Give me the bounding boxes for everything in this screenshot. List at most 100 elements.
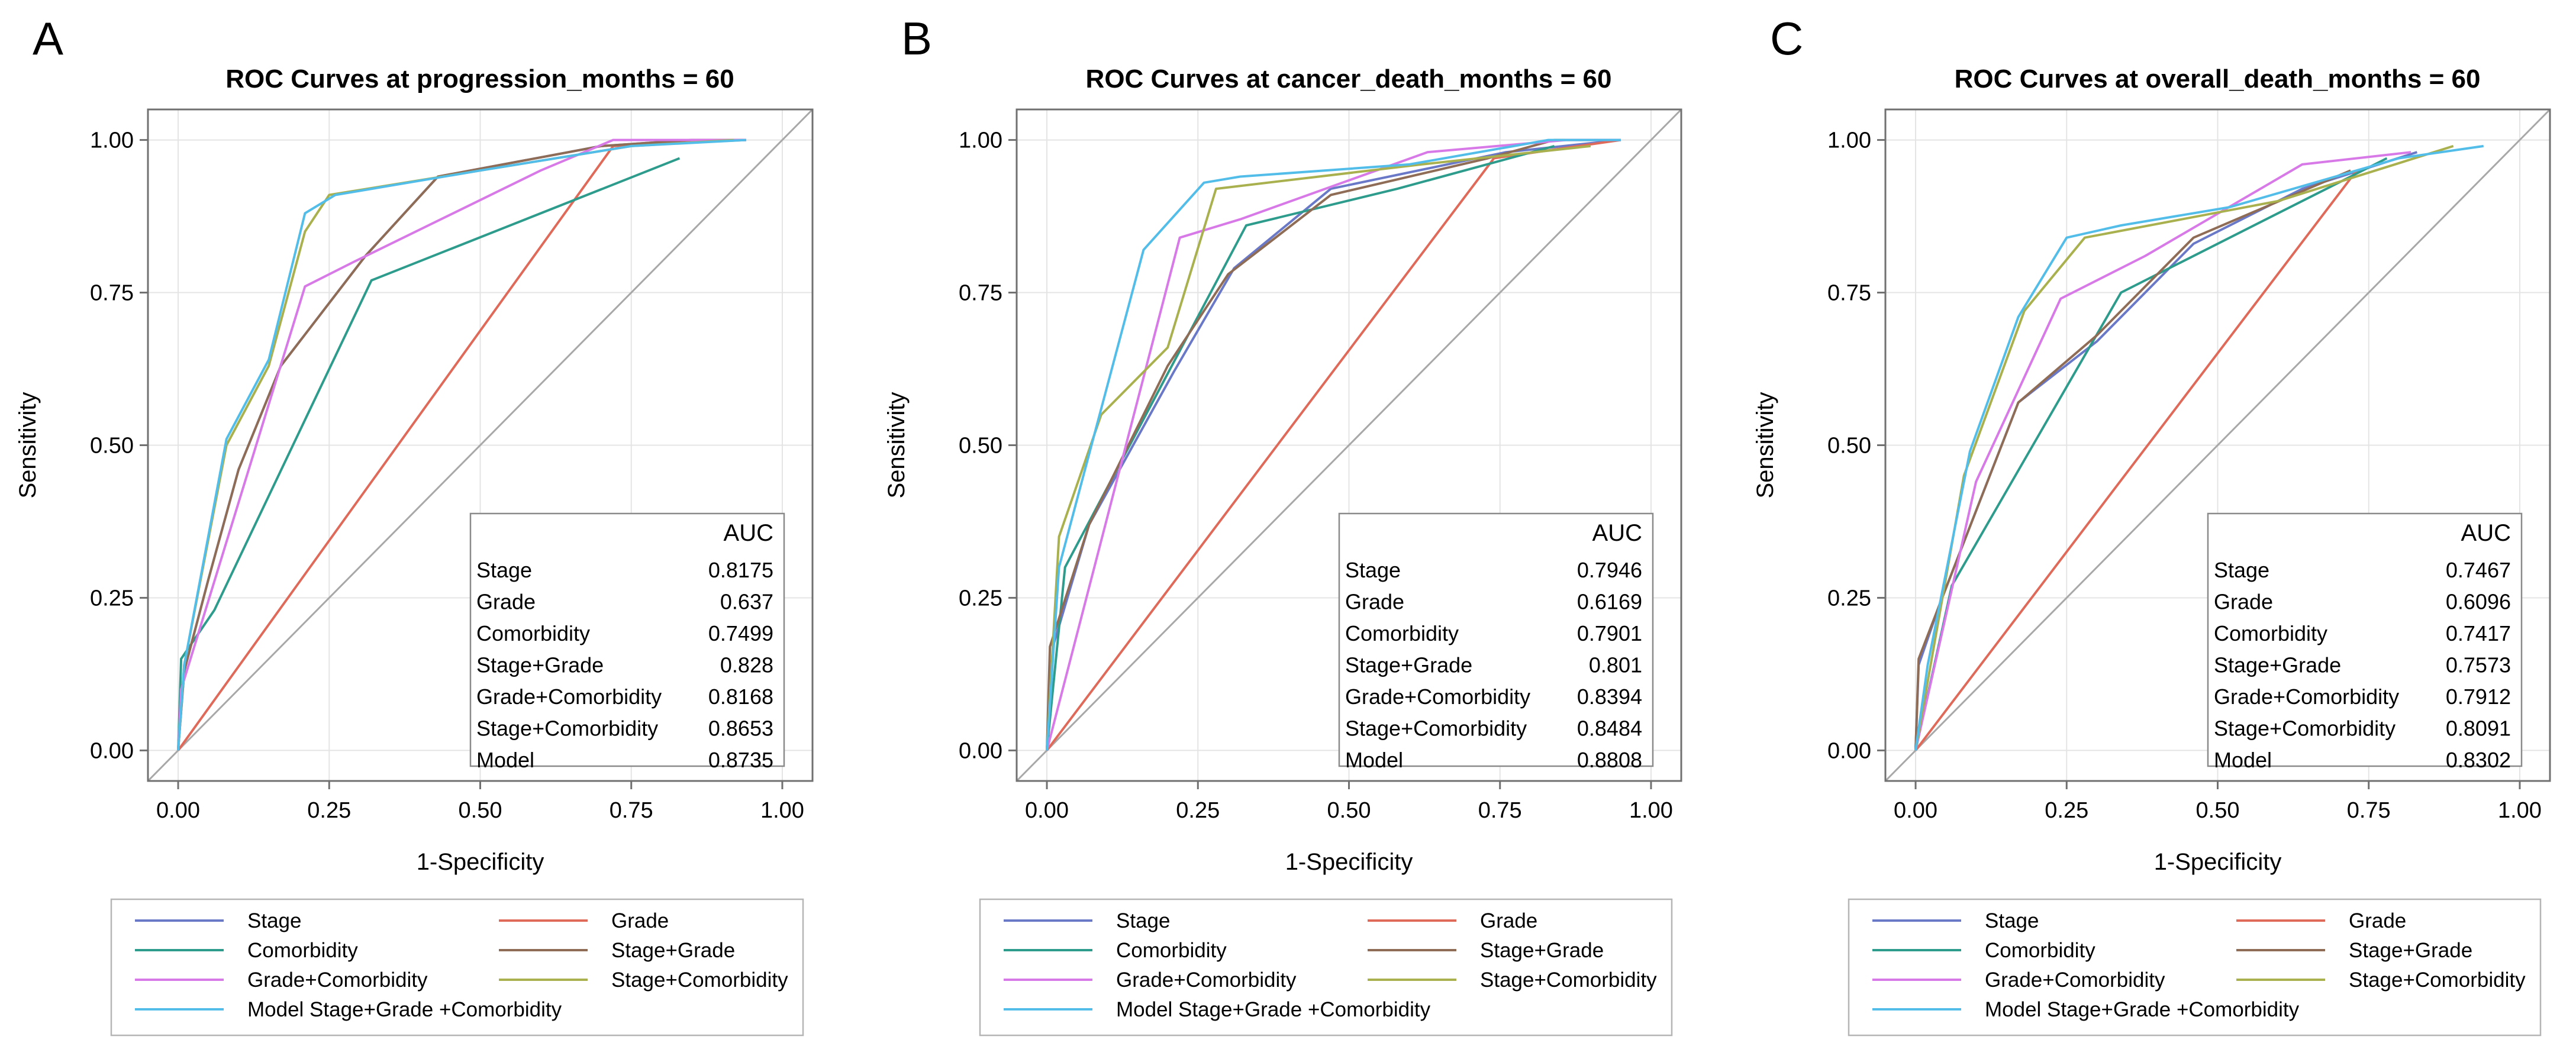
auc-row-value: 0.7573	[2446, 653, 2511, 677]
y-tick-label: 0.75	[1827, 281, 1871, 306]
y-tick-label: 1.00	[959, 128, 1002, 153]
legend-label: Grade	[2349, 909, 2406, 932]
auc-row-value: 0.6096	[2446, 590, 2511, 614]
legend-item: Stage+Grade	[2236, 939, 2472, 962]
y-tick-label: 0.50	[1827, 434, 1871, 459]
auc-row-value: 0.6169	[1577, 590, 1642, 614]
legend-label: Comorbidity	[1985, 939, 2095, 962]
y-tick-label: 0.50	[959, 434, 1002, 459]
legend-item: Model Stage+Grade +Comorbidity	[1004, 998, 1431, 1021]
auc-row-name: Stage+Grade	[476, 653, 604, 677]
legend-label: Stage+Comorbidity	[611, 968, 788, 992]
legend-item: Stage	[1004, 909, 1170, 932]
legend-label: Model Stage+Grade +Comorbidity	[247, 998, 562, 1021]
auc-row-value: 0.8302	[2446, 748, 2511, 772]
roc-curve-grade	[1914, 169, 2358, 751]
auc-row-name: Grade+Comorbidity	[2214, 685, 2399, 709]
roc-curves	[1914, 144, 2484, 751]
legend-item: Grade	[1368, 909, 1537, 932]
auc-row-value: 0.8735	[708, 748, 773, 772]
auc-row-name: Stage+Comorbidity	[476, 716, 658, 741]
roc-curve-stage-plus-comorbidity	[1046, 144, 1591, 751]
legend-label: Stage	[247, 909, 301, 932]
x-tick-label: 0.75	[2347, 798, 2391, 823]
legend-item: Grade+Comorbidity	[135, 968, 428, 992]
roc-curve-stage-plus-grade	[1914, 169, 2351, 751]
roc-panel-a: A ROC Curves at progression_months = 60 0.…	[15, 12, 814, 1037]
y-tick-label: 0.25	[90, 586, 134, 611]
x-tick-label: 0.00	[156, 798, 200, 823]
auc-row-name: Grade+Comorbidity	[1345, 685, 1530, 709]
x-axis-label: 1-Specificity	[417, 849, 544, 875]
roc-curves	[177, 138, 746, 751]
roc-curves	[1046, 138, 1621, 751]
auc-row-value: 0.801	[1589, 653, 1642, 677]
auc-row-name: Stage+Grade	[2214, 653, 2341, 677]
auc-row-name: Stage+Grade	[1345, 653, 1472, 677]
legend-item: Stage+Grade	[1368, 939, 1604, 962]
auc-row-value: 0.7499	[708, 621, 773, 645]
x-tick-label: 1.00	[2498, 798, 2542, 823]
roc-curve-stage-plus-grade	[177, 138, 746, 751]
auc-row-value: 0.8653	[708, 716, 773, 741]
legend-label: Grade	[611, 909, 669, 932]
y-axis-label: Sensitivity	[15, 392, 41, 498]
legend-item: Grade	[2236, 909, 2406, 932]
roc-curve-grade	[1046, 138, 1621, 751]
roc-panel-c: C ROC Curves at overall_death_months = 60…	[1752, 12, 2551, 1037]
chart-title: ROC Curves at cancer_death_months = 60	[1086, 64, 1612, 93]
legend-item: Stage+Comorbidity	[499, 968, 788, 992]
legend-label: Stage+Grade	[2349, 939, 2472, 962]
x-tick-label: 0.00	[1025, 798, 1069, 823]
auc-table-box	[2207, 512, 2523, 767]
x-tick-label: 0.75	[610, 798, 653, 823]
legend-item: Comorbidity	[1004, 939, 1227, 962]
chart-title: ROC Curves at progression_months = 60	[225, 64, 734, 93]
x-tick-label: 0.75	[1478, 798, 1522, 823]
x-tick-label: 0.00	[1894, 798, 1937, 823]
auc-row-name: Grade	[2214, 590, 2273, 614]
legend-label: Model Stage+Grade +Comorbidity	[1116, 998, 1431, 1021]
auc-row-name: Comorbidity	[1345, 621, 1459, 645]
legend-label: Model Stage+Grade +Comorbidity	[1985, 998, 2300, 1021]
panel-letter: C	[1770, 12, 1803, 64]
x-tick-label: 0.25	[2045, 798, 2088, 823]
legend-item: Model Stage+Grade +Comorbidity	[1872, 998, 2300, 1021]
legend-item: Stage	[135, 909, 301, 932]
legend-label: Grade+Comorbidity	[1985, 968, 2165, 992]
legend-item: Stage+Comorbidity	[2236, 968, 2526, 992]
x-tick-label: 0.50	[459, 798, 502, 823]
auc-row-value: 0.8168	[708, 685, 773, 709]
auc-row-name: Model	[476, 748, 534, 772]
auc-row-name: Model	[2214, 748, 2272, 772]
legend: Stage Grade Comorbidity Stage+Grade Grade+Co…	[110, 898, 804, 1037]
y-tick-label: 0.50	[90, 434, 134, 459]
legend-box	[979, 898, 1673, 1037]
auc-row-value: 0.8484	[1577, 716, 1642, 741]
y-tick-label: 0.75	[90, 281, 134, 306]
y-tick-label: 1.00	[90, 128, 134, 153]
x-tick-label: 0.50	[1327, 798, 1371, 823]
y-tick-label: 1.00	[1827, 128, 1871, 153]
auc-row-name: Model	[1345, 748, 1403, 772]
auc-row-value: 0.7946	[1577, 558, 1642, 582]
legend-label: Grade+Comorbidity	[1116, 968, 1297, 992]
legend-label: Stage	[1116, 909, 1170, 932]
legend-label: Grade+Comorbidity	[247, 968, 428, 992]
roc-curve-model	[1046, 138, 1621, 751]
legend: Stage Grade Comorbidity Stage+Grade Grade+Co…	[979, 898, 1673, 1037]
auc-row-name: Grade+Comorbidity	[476, 685, 662, 709]
legend-item: Comorbidity	[135, 939, 358, 962]
x-tick-label: 1.00	[760, 798, 804, 823]
auc-row-name: Stage+Comorbidity	[2214, 716, 2396, 741]
roc-panel-b: B ROC Curves at cancer_death_months = 60 0…	[884, 12, 1682, 1037]
legend-item: Grade+Comorbidity	[1872, 968, 2165, 992]
roc-curve-grade-plus-comorbidity	[177, 138, 746, 751]
legend-item: Stage+Grade	[499, 939, 735, 962]
reference-diagonal	[147, 108, 814, 782]
auc-table: AUC Stage 0.8175 Grade 0.637 Comorbidity 0.749…	[469, 512, 785, 772]
reference-diagonal	[1015, 108, 1682, 782]
auc-row-name: Grade	[476, 590, 536, 614]
legend: Stage Grade Comorbidity Stage+Grade Grade+Co…	[1848, 898, 2542, 1037]
roc-curve-comorbidity	[1046, 144, 1555, 751]
